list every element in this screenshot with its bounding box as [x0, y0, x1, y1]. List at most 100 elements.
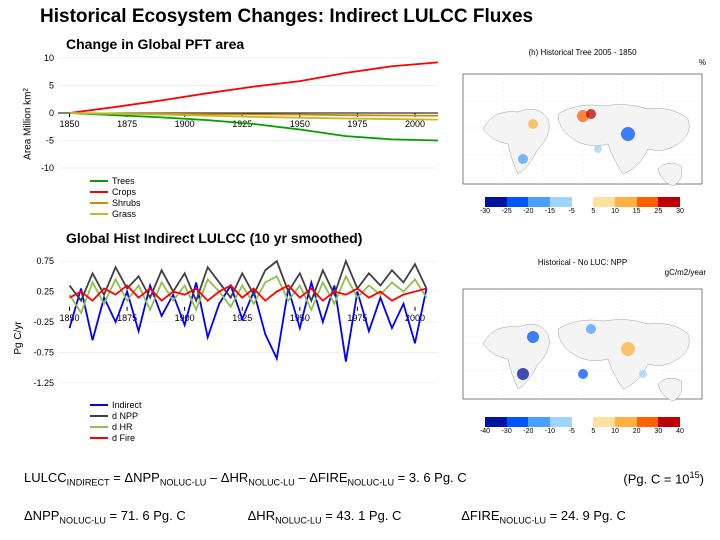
map-top-unit: % — [699, 58, 706, 67]
legend-swatch — [90, 191, 108, 193]
legend-swatch — [90, 437, 108, 439]
colorbar-tick: -40 — [480, 428, 490, 435]
svg-text:1950: 1950 — [290, 119, 310, 129]
colorbar-cell — [572, 197, 594, 207]
f1-npp: = ΔNPP — [113, 470, 160, 485]
colorbar-cell — [572, 417, 594, 427]
f2-npp-block: ΔNPPNOLUC-LU = 71. 6 Pg. C — [24, 508, 244, 526]
f1-right-sup: 15 — [690, 470, 700, 480]
colorbar-cell — [528, 197, 550, 207]
colorbar-cell — [658, 197, 680, 207]
legend-item: d NPP — [90, 411, 142, 421]
f1-sub4: NOLUC-LU — [348, 478, 395, 488]
colorbar-tick: 10 — [611, 428, 619, 435]
colorbar-cell — [507, 417, 529, 427]
f1-sub2: NOLUC-LU — [160, 478, 207, 488]
chart-top-ylabel: Area Million km² — [22, 88, 33, 160]
legend-item: d HR — [90, 422, 142, 432]
colorbar-cell — [615, 197, 637, 207]
legend-swatch — [90, 180, 108, 182]
colorbar-tick: -5 — [569, 428, 575, 435]
colorbar-tick: 30 — [654, 428, 662, 435]
svg-text:-0.25: -0.25 — [33, 317, 54, 327]
legend-label: d HR — [112, 422, 133, 432]
colorbar-tick: 10 — [611, 208, 619, 215]
formula-row-1: LULCCINDIRECT = ΔNPPNOLUC-LU – ΔHRNOLUC-… — [24, 470, 704, 488]
f1-val: = 3. 6 Pg. C — [398, 470, 467, 485]
f2-npp: ΔNPP — [24, 508, 59, 523]
svg-text:1975: 1975 — [347, 119, 367, 129]
chart-pft-area: Change in Global PFT area Area Million k… — [10, 36, 450, 226]
map-bottom-unit: gC/m2/year — [665, 268, 706, 277]
legend-label: d Fire — [112, 433, 135, 443]
svg-text:1950: 1950 — [290, 313, 310, 323]
colorbar-cell — [637, 197, 659, 207]
legend-label: Shrubs — [112, 198, 141, 208]
f2-fire-val: = 24. 9 Pg. C — [546, 508, 626, 523]
map-top-svg — [455, 50, 710, 210]
svg-text:1900: 1900 — [175, 313, 195, 323]
chart-bottom-legend: Indirectd NPPd HRd Fire — [90, 400, 142, 444]
f1-right-end: ) — [700, 471, 704, 486]
svg-text:10: 10 — [44, 53, 54, 63]
f2-fire-block: ΔFIRENOLUC-LU = 24. 9 Pg. C — [461, 508, 626, 526]
svg-text:-10: -10 — [41, 163, 54, 173]
colorbar-cell — [550, 197, 572, 207]
colorbar-cell — [507, 197, 529, 207]
svg-text:1900: 1900 — [175, 119, 195, 129]
f2-sub2: NOLUC-LU — [275, 516, 322, 526]
colorbar-tick: 30 — [676, 208, 684, 215]
svg-text:1875: 1875 — [117, 119, 137, 129]
colorbar-cell — [528, 417, 550, 427]
chart-top-svg: -10-505101850187519001925195019752000 — [10, 36, 450, 226]
f1-hr: – ΔHR — [210, 470, 248, 485]
colorbar-tick: -25 — [502, 208, 512, 215]
chart-top-legend: TreesCropsShrubsGrass — [90, 176, 141, 220]
legend-label: Crops — [112, 187, 136, 197]
f2-hr-block: ΔHRNOLUC-LU = 43. 1 Pg. C — [248, 508, 458, 526]
legend-item: Shrubs — [90, 198, 141, 208]
colorbar-tick: 40 — [676, 428, 684, 435]
colorbar-cell — [615, 417, 637, 427]
legend-swatch — [90, 213, 108, 215]
map-npp-change: Historical - No LUC: NPP gC/m2/year -40-… — [455, 260, 710, 430]
svg-text:-5: -5 — [46, 136, 54, 146]
map-top-title: (h) Historical Tree 2005 - 1850 — [455, 48, 710, 57]
page-title: Historical Ecosystem Changes: Indirect L… — [40, 6, 533, 28]
colorbar-cell — [485, 417, 507, 427]
svg-text:-1.25: -1.25 — [33, 378, 54, 388]
chart-bottom-svg: -1.25-0.75-0.250.250.7518501875190019251… — [10, 230, 450, 450]
colorbar-tick: -20 — [523, 428, 533, 435]
f2-sub1: NOLUC-LU — [59, 516, 106, 526]
legend-swatch — [90, 404, 108, 406]
chart-indirect-lulcc: Global Hist Indirect LULCC (10 yr smooth… — [10, 230, 450, 450]
colorbar-tick: 5 — [591, 208, 595, 215]
colorbar-tick: -15 — [545, 208, 555, 215]
f2-sub3: NOLUC-LU — [500, 516, 547, 526]
colorbar-tick: -30 — [502, 428, 512, 435]
svg-text:0.25: 0.25 — [36, 287, 54, 297]
f2-hr: ΔHR — [248, 508, 275, 523]
colorbar-cell — [593, 197, 615, 207]
colorbar-cell — [637, 417, 659, 427]
colorbar-tick: 20 — [633, 428, 641, 435]
colorbar-cell — [593, 417, 615, 427]
svg-text:1850: 1850 — [59, 313, 79, 323]
f1-fire: – ΔFIRE — [298, 470, 347, 485]
f2-hr-val: = 43. 1 Pg. C — [322, 508, 402, 523]
f2-fire: ΔFIRE — [461, 508, 499, 523]
legend-swatch — [90, 426, 108, 428]
map-tree-change: (h) Historical Tree 2005 - 1850 % -30-25… — [455, 50, 710, 210]
map-bottom-colorbar: -40-30-20-10-5510203040 — [485, 417, 680, 427]
colorbar-cell — [658, 417, 680, 427]
legend-item: Crops — [90, 187, 141, 197]
f1-sub3: NOLUC-LU — [248, 478, 295, 488]
legend-swatch — [90, 415, 108, 417]
map-bottom-svg — [455, 260, 710, 430]
svg-text:2000: 2000 — [405, 119, 425, 129]
svg-text:-0.75: -0.75 — [33, 347, 54, 357]
legend-item: d Fire — [90, 433, 142, 443]
f1-right-a: (Pg. C = 10 — [623, 471, 689, 486]
legend-label: d NPP — [112, 411, 138, 421]
f1-lulcc: LULCC — [24, 470, 67, 485]
